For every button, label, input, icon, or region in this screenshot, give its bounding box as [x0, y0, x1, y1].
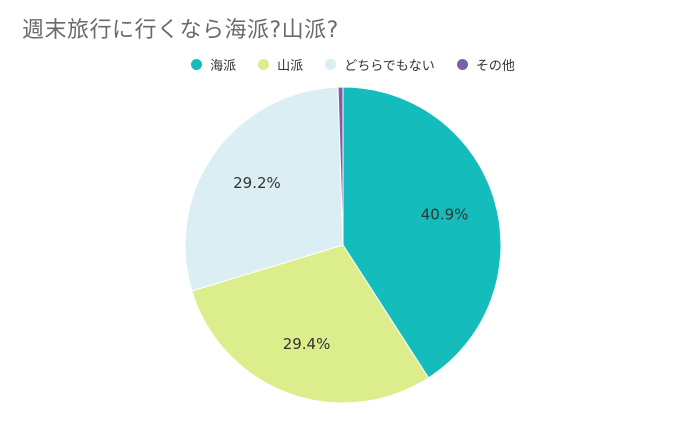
legend-swatch-mountain — [258, 59, 270, 70]
pie-slice-other[interactable] — [337, 86, 344, 246]
slice-label-neither: 29.2% — [233, 174, 281, 192]
legend-label-neither: どちらでもない — [344, 59, 435, 74]
chart-title: 週末旅行に行くなら海派?山派? — [22, 18, 339, 43]
legend-label-other: その他 — [475, 59, 515, 74]
legend-swatch-neither — [325, 59, 337, 70]
slice-label-mountain: 29.4% — [283, 335, 331, 353]
pie-slice-mountain[interactable] — [191, 244, 430, 404]
slice-label-sea: 40.9% — [421, 206, 469, 224]
pie-slice-sea[interactable] — [342, 86, 502, 379]
legend-swatch-sea — [191, 59, 203, 70]
legend-label-mountain: 山派 — [277, 59, 304, 74]
chart-legend: 海派 山派 どちらでもない その他 — [0, 55, 686, 74]
legend-item-mountain[interactable]: 山派 — [258, 55, 303, 74]
legend-item-sea[interactable]: 海派 — [191, 55, 236, 74]
legend-item-other[interactable]: その他 — [456, 55, 515, 74]
legend-swatch-other — [456, 59, 468, 70]
legend-label-sea: 海派 — [210, 59, 237, 74]
pie-slice-neither[interactable] — [184, 86, 344, 292]
legend-item-neither[interactable]: どちらでもない — [325, 55, 435, 74]
